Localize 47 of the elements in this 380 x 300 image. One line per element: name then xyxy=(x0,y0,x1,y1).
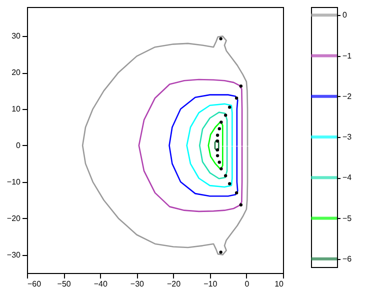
point xyxy=(216,154,220,158)
legend-label: −3 xyxy=(342,132,352,142)
point xyxy=(239,203,243,206)
point xyxy=(239,84,243,88)
point xyxy=(224,174,228,178)
point xyxy=(224,114,228,117)
x-tick-label: 10 xyxy=(274,280,284,288)
y-tick-label: 10 xyxy=(12,104,22,114)
line-series xyxy=(208,120,224,170)
x-tick-label: −60 xyxy=(28,280,42,288)
point xyxy=(218,127,221,130)
line-series xyxy=(138,78,243,212)
x-tick-label: 0 xyxy=(244,280,250,288)
point xyxy=(234,191,238,194)
point xyxy=(220,167,223,170)
legend-label: −4 xyxy=(342,173,352,182)
x-tick-label: −20 xyxy=(166,280,182,288)
y-tick-label: 0 xyxy=(16,140,22,150)
legend-label: −1 xyxy=(342,51,352,60)
line-series xyxy=(214,139,220,152)
y-tick-label: −30 xyxy=(6,250,22,260)
x-tick-label: −30 xyxy=(130,280,145,288)
point xyxy=(228,182,232,186)
y-tick-label: −10 xyxy=(6,177,22,186)
y-tick-label: −20 xyxy=(6,214,22,223)
line-series xyxy=(186,103,233,188)
point xyxy=(216,148,220,152)
line-series xyxy=(168,94,238,197)
y-tick-label: 20 xyxy=(12,68,22,78)
point xyxy=(218,160,221,164)
y-tick-label: 30 xyxy=(12,32,22,41)
legend-label: −6 xyxy=(342,254,352,264)
x-tick-label: −40 xyxy=(94,280,108,288)
legend-label: −5 xyxy=(342,214,352,223)
point xyxy=(228,106,232,109)
point xyxy=(219,250,222,254)
point xyxy=(216,140,220,143)
legend-label: −2 xyxy=(342,92,352,101)
point xyxy=(216,134,220,137)
point xyxy=(219,37,222,40)
line-series xyxy=(82,36,248,256)
x-tick-label: −10 xyxy=(204,280,218,288)
point xyxy=(220,120,223,124)
line-series xyxy=(198,112,228,180)
legend-label: 0 xyxy=(342,10,348,20)
point xyxy=(234,96,238,100)
x-tick-label: −50 xyxy=(57,280,72,288)
